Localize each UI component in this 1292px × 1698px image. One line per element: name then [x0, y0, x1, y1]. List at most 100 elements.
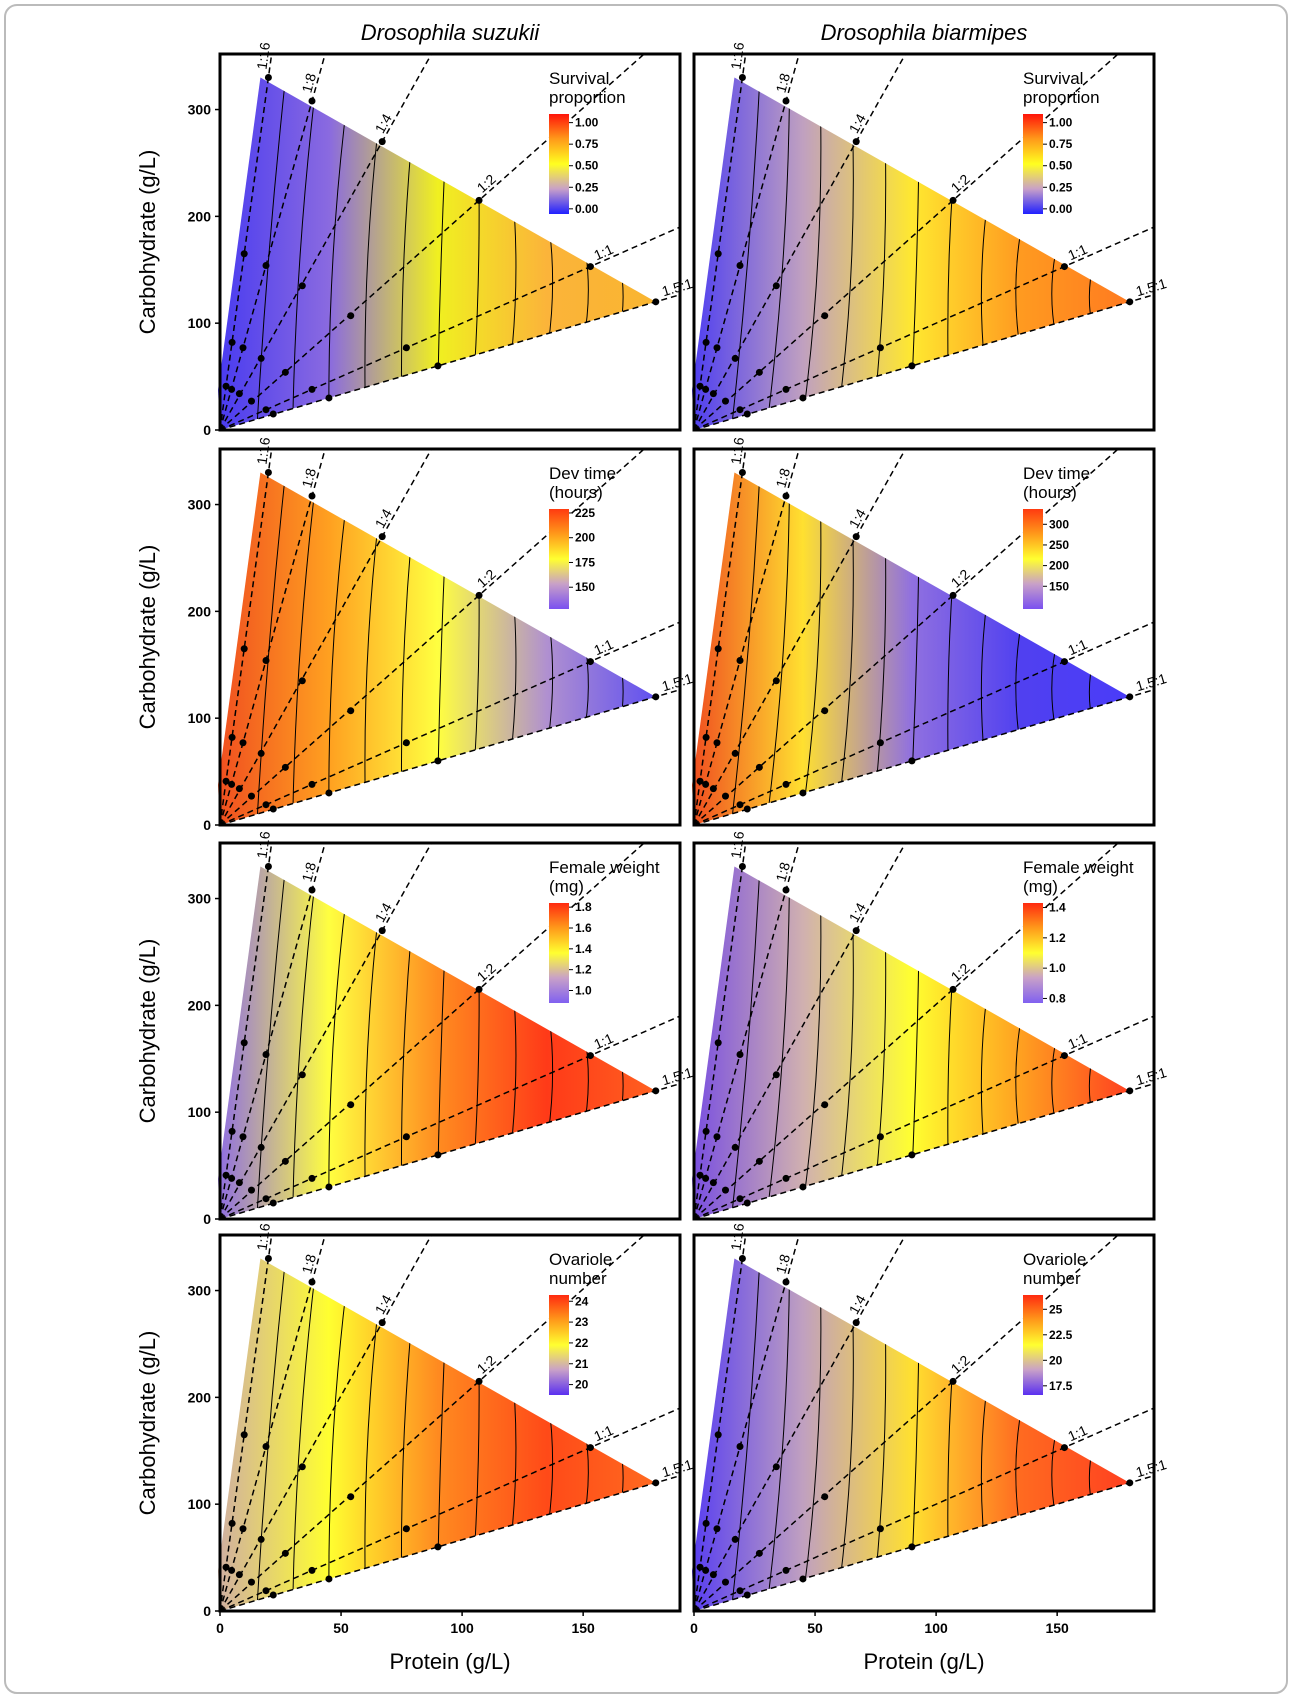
diet-point [247, 1186, 255, 1194]
diet-point [240, 1431, 248, 1439]
diet-point [378, 138, 386, 146]
colorbar [1023, 114, 1043, 214]
contour-line [400, 932, 412, 1186]
response-surface [692, 472, 1130, 825]
diet-point [721, 397, 729, 405]
diet-point [736, 406, 744, 414]
diet-point [852, 927, 860, 935]
y-tick-label: 100 [188, 1496, 212, 1512]
diet-point [1126, 1087, 1134, 1095]
y-tick-label: 0 [203, 422, 211, 438]
diet-point [702, 1566, 710, 1574]
diet-point [257, 749, 265, 757]
colorbar [1023, 903, 1043, 1003]
rail-label: 1:16 [728, 41, 748, 70]
diet-point [239, 1525, 247, 1533]
diet-point [738, 74, 746, 81]
contour-line [947, 576, 954, 771]
diet-point [713, 344, 721, 352]
diet-point [325, 789, 333, 797]
panel-frame [218, 52, 682, 432]
diet-point [262, 1195, 270, 1203]
contour-line [875, 538, 887, 792]
contour-line [911, 1343, 920, 1567]
diet-point [402, 1133, 410, 1141]
panel: 1:16 1:8 1:4 1:2 1:1 1.5:1 0 50 100 150 Protein (g… [690, 1222, 1169, 1674]
contour-line [802, 1287, 822, 1600]
contour-line [292, 1269, 317, 1610]
diet-point [738, 469, 746, 476]
diet-point [799, 789, 807, 797]
diet-point [709, 785, 717, 793]
y-tick-label: 300 [188, 1283, 212, 1299]
contour-line [473, 181, 480, 376]
diet-point [308, 97, 316, 105]
colorbar-tick-label: 24 [575, 1294, 589, 1308]
contour-line [473, 576, 480, 771]
diet-point [736, 262, 744, 269]
y-tick-label: 300 [188, 891, 212, 907]
rail-label: 1:4 [846, 900, 870, 925]
contour-line [838, 519, 854, 803]
panel-frame [692, 841, 1156, 1221]
diet-point [378, 927, 386, 935]
contours [255, 1258, 624, 1611]
diet-point [475, 1377, 483, 1385]
contour-line [729, 866, 761, 1219]
rail-label: 1:8 [772, 1252, 793, 1275]
diet-point [876, 739, 884, 747]
colorbar-tick-label: 200 [575, 531, 595, 545]
diet-point [262, 262, 270, 269]
diet-point [240, 250, 248, 258]
diet-point [347, 312, 355, 320]
x-tick-label: 150 [571, 1620, 595, 1636]
panel: 1:16 1:8 1:4 1:2 1:1 1.5:1 0 100 200 300 Carbohydr… [135, 830, 695, 1227]
y-tick-label: 0 [203, 1603, 211, 1619]
rail-label: 1:16 [728, 1222, 748, 1251]
diet-point [1060, 1444, 1068, 1452]
contours [729, 472, 1095, 825]
diet-point [782, 492, 790, 500]
diet-point [298, 677, 306, 685]
diet-point [714, 250, 722, 258]
diet-point [269, 1199, 277, 1207]
diet-point [713, 1133, 721, 1141]
rail-label: 1:2 [474, 1352, 499, 1377]
diet-point [222, 382, 230, 390]
diet-point [281, 763, 289, 771]
legend-title: proportion [1023, 88, 1100, 107]
contour-line [400, 538, 412, 792]
contour-line [802, 106, 822, 419]
rail-label: 1:8 [298, 860, 319, 883]
diet-point [434, 1151, 442, 1159]
rail-label: 1:1 [1065, 636, 1089, 659]
colorbar-tick-label: 22.5 [1049, 1328, 1073, 1342]
diet-point [228, 1566, 236, 1574]
contour-line [947, 1362, 954, 1557]
colorbar-tick-label: 200 [1049, 559, 1069, 573]
colorbar-tick-label: 1.00 [1049, 116, 1073, 130]
diet-point [235, 1571, 243, 1579]
panel: 1:16 1:8 1:4 1:2 1:1 1.5:1 Drosophila suzukii 0… [135, 20, 695, 438]
diet-point [586, 658, 594, 666]
y-tick-label: 300 [188, 102, 212, 118]
diet-point [264, 863, 272, 870]
colorbar-tick-label: 0.00 [575, 202, 599, 216]
diet-point [713, 739, 721, 747]
rail-label: 1.5:1 [1134, 1456, 1169, 1480]
colorbar-tick-label: 21 [575, 1357, 589, 1371]
colorbar-tick-label: 0.25 [575, 180, 599, 194]
diet-point [876, 1133, 884, 1141]
diet-point [652, 1479, 660, 1487]
colorbar-tick-label: 0.75 [575, 137, 599, 151]
diet-point [308, 1278, 316, 1286]
rail-label: 1:1 [591, 241, 615, 264]
contour-line [911, 951, 920, 1175]
legend-title: (hours) [1023, 483, 1077, 502]
x-axis-label: Protein (g/L) [389, 1649, 510, 1674]
colorbar-tick-label: 1.4 [1049, 901, 1066, 915]
diet-point [782, 886, 790, 894]
diet-point [908, 1543, 916, 1551]
diet-point [736, 801, 744, 809]
legend-title: Dev time [1023, 464, 1090, 483]
